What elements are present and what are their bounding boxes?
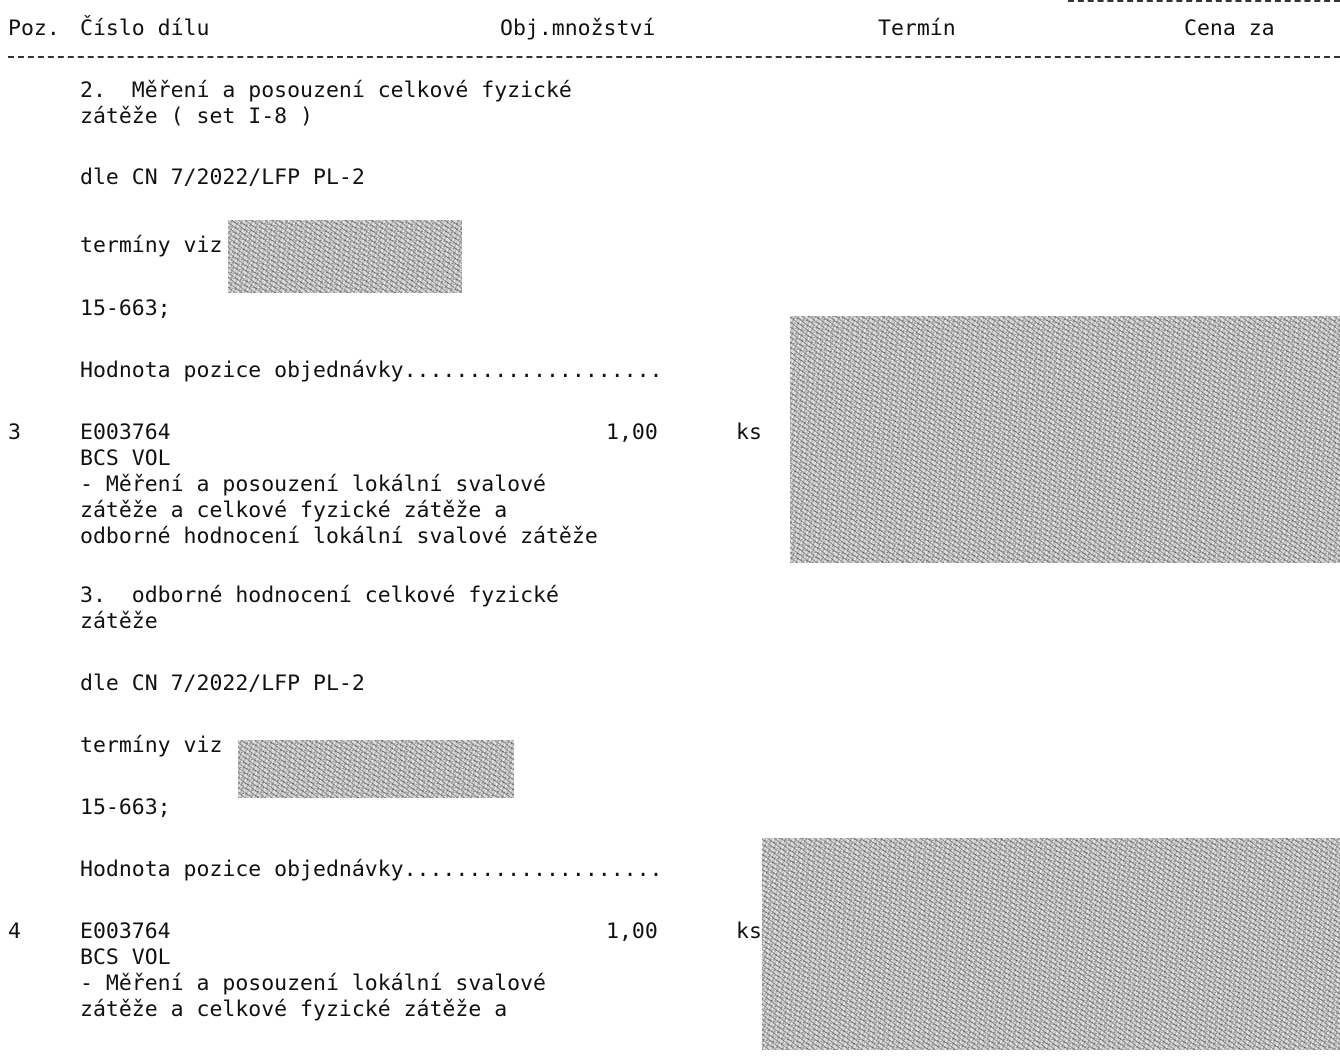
prev-item-value-label: Hodnota pozice objednávky...............… (80, 358, 663, 383)
redaction-block (790, 316, 1340, 563)
col-header-term: Termín (878, 16, 956, 41)
prev-item-desc-line2: zátěže ( set I-8 ) (80, 104, 313, 129)
col-header-position: Poz. (8, 16, 60, 41)
item3-name: BCS VOL (80, 446, 171, 471)
item3-reference: dle CN 7/2022/LFP PL-2 (80, 671, 365, 696)
col-header-part-number: Číslo dílu (80, 16, 210, 41)
col-header-quantity: Obj.množství (500, 16, 656, 41)
item4-part-number: E003764 (80, 919, 171, 944)
item3-desc-line2: zátěže a celkové fyzické zátěže a (80, 498, 508, 523)
header-dashed-rule (8, 56, 1340, 58)
item4-name: BCS VOL (80, 945, 171, 970)
col-header-price: Cena za (1184, 16, 1275, 41)
item3-desc-line3: odborné hodnocení lokální svalové zátěže (80, 524, 598, 549)
redaction-block (228, 220, 462, 293)
item4-quantity: 1,00 (606, 919, 658, 944)
item3-position: 3 (8, 420, 21, 445)
prev-item-code: 15-663; (80, 296, 171, 321)
prev-item-desc-line1: 2. Měření a posouzení celkové fyzické (80, 78, 572, 103)
item3-sub-line2: zátěže (80, 609, 158, 634)
item3-unit: ks (736, 420, 762, 445)
prev-item-reference: dle CN 7/2022/LFP PL-2 (80, 165, 365, 190)
redaction-block (762, 838, 1340, 1050)
item4-unit: ks (736, 919, 762, 944)
prev-item-terms-label: termíny viz (80, 233, 223, 258)
item4-desc-line1: - Měření a posouzení lokální svalové (80, 971, 546, 996)
top-dashed-rule (1068, 0, 1340, 2)
item3-terms-label: termíny viz (80, 733, 223, 758)
redaction-block (238, 740, 514, 798)
item3-code: 15-663; (80, 795, 171, 820)
item3-value-label: Hodnota pozice objednávky...............… (80, 857, 663, 882)
item3-desc-line1: - Měření a posouzení lokální svalové (80, 472, 546, 497)
item4-desc-line2: zátěže a celkové fyzické zátěže a (80, 997, 508, 1022)
item4-position: 4 (8, 919, 21, 944)
item3-quantity: 1,00 (606, 420, 658, 445)
item3-part-number: E003764 (80, 420, 171, 445)
item3-sub-line1: 3. odborné hodnocení celkové fyzické (80, 583, 559, 608)
